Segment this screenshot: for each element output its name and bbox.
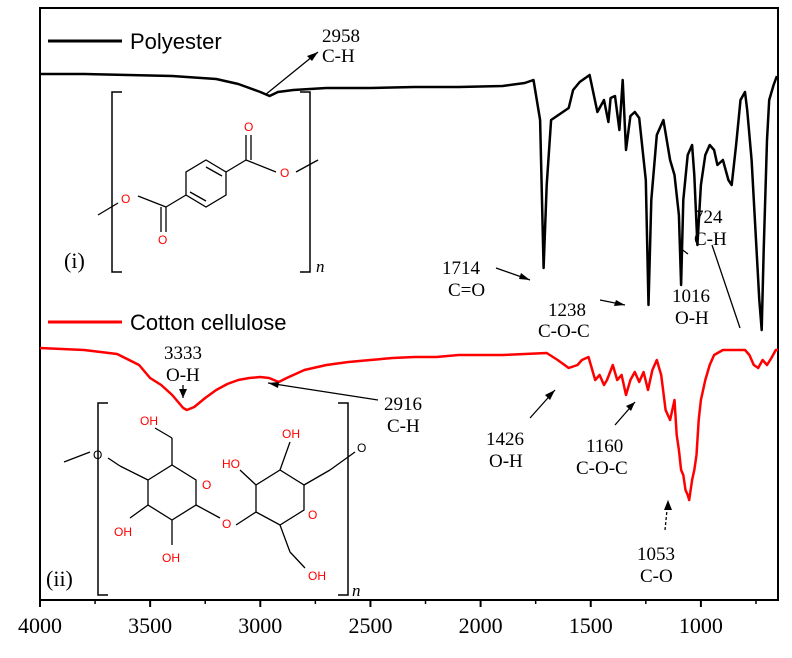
glycosidic-oxygen-bridge: O <box>222 517 231 531</box>
carbonyl-oxygen-top: O <box>244 120 253 134</box>
left-repeat-bracket <box>97 402 108 596</box>
annotation-1016-bond: O-H <box>675 308 709 329</box>
plot-frame <box>39 7 779 601</box>
hydroxyl-c2-ring2: OH <box>282 427 300 441</box>
repeat-subscript-ii: n <box>352 581 361 600</box>
hydroxyl-c2-ring1: OH <box>162 551 180 565</box>
annotation-3333-bond: O-H <box>166 365 200 386</box>
annotation-1053-bond: C-O <box>640 566 673 587</box>
arrow-2958 <box>264 51 319 96</box>
annotation-1238-value: 1238 <box>548 300 586 321</box>
ester-oxygen-left: O <box>121 192 130 206</box>
annotation-724-value: 724 <box>694 207 723 228</box>
x-tick-label-2000: 2000 <box>459 613 503 638</box>
glucose-ring-1 <box>147 464 197 521</box>
series-line-cotton-cellulose <box>39 346 778 502</box>
annotation-724-bond: C-H <box>694 229 727 250</box>
annotation-1016-value: 1016 <box>672 286 710 307</box>
annotation-1160-bond: C-O-C <box>576 458 628 479</box>
annotation-1053-value: 1053 <box>637 544 675 565</box>
annotation-1160-value: 1160 <box>586 436 623 457</box>
legend-label-polyester: Polyester <box>130 29 222 54</box>
hydroxyl-c3-ring1: OH <box>114 525 132 539</box>
left-repeat-bracket <box>111 91 122 273</box>
hydroxyl-c6-ring1: OH <box>140 414 158 428</box>
structure-label-ii: (ii) <box>46 566 73 591</box>
annotations: 2958 C-H 1714 C=O 1238 C-O-C 1016 O-H 72… <box>164 26 727 587</box>
annotation-1714-value: 1714 <box>442 258 481 279</box>
annotation-arrowheads <box>179 52 672 510</box>
annotation-3333-value: 3333 <box>164 343 202 364</box>
repeat-subscript-i: n <box>316 257 325 276</box>
series-layer <box>39 72 779 502</box>
legend: Polyester Cotton cellulose <box>48 29 287 335</box>
glycosidic-oxygen-right: O <box>357 441 366 455</box>
hydroxyl-c6-ring2: OH <box>308 569 326 583</box>
annotation-arrows <box>182 51 741 531</box>
annotation-2958-bond: C-H <box>322 46 355 67</box>
annotation-1238-bond: C-O-C <box>538 321 590 342</box>
right-repeat-bracket <box>300 91 311 273</box>
ring-oxygen-2: O <box>308 508 317 522</box>
glucose-ring-2 <box>255 469 305 526</box>
polyester-structure: O O O O n (i) <box>64 91 325 276</box>
annotation-2916-value: 2916 <box>384 394 422 415</box>
legend-label-cotton: Cotton cellulose <box>130 310 287 335</box>
structure-label-i: (i) <box>64 248 85 273</box>
arrow-2916 <box>267 382 379 401</box>
x-tick-label-1000: 1000 <box>679 613 723 638</box>
annotation-2916-bond: C-H <box>387 416 420 437</box>
x-tick-label-1500: 1500 <box>569 613 613 638</box>
annotation-2958-value: 2958 <box>322 26 360 47</box>
x-tick-label-3000: 3000 <box>238 613 282 638</box>
annotation-1714-bond: C=O <box>448 280 485 301</box>
arrow-724 <box>711 244 741 329</box>
hydroxyl-c3-ring2: HO <box>222 457 240 471</box>
x-tick-label-2500: 2500 <box>348 613 392 638</box>
annotation-1426-bond: O-H <box>489 451 523 472</box>
x-axis: 4000 3500 3000 2500 2000 1500 1000 <box>18 600 757 638</box>
arrow-1016 <box>679 247 689 255</box>
glycosidic-oxygen-left: O <box>93 448 102 462</box>
cellulose-structure: OH O O OH OH O HO OH O OH O n (ii) <box>46 402 366 600</box>
annotation-1426-value: 1426 <box>486 429 524 450</box>
x-tick-label-4000: 4000 <box>18 613 62 638</box>
carbonyl-oxygen-bottom: O <box>158 233 167 247</box>
ring-oxygen-1: O <box>202 478 211 492</box>
right-repeat-bracket <box>338 402 349 596</box>
series-line-polyester <box>40 72 779 332</box>
x-tick-label-3500: 3500 <box>128 613 172 638</box>
ester-oxygen-right: O <box>280 166 289 180</box>
